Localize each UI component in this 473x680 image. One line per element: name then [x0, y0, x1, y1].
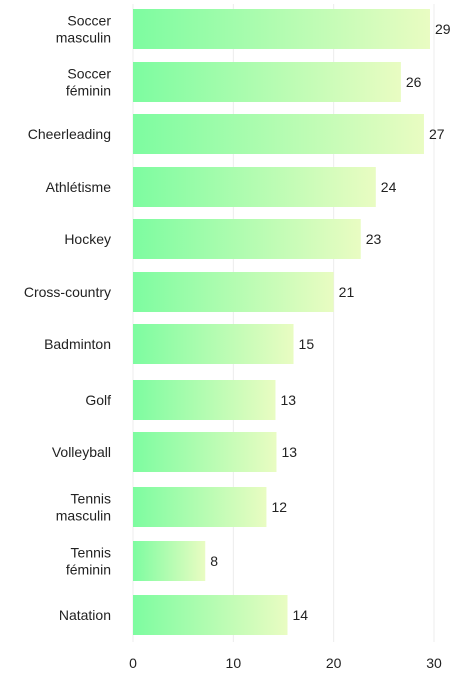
bar-value-label: 27 [429, 126, 445, 142]
bar [133, 272, 334, 312]
bar-value-label: 23 [366, 231, 382, 247]
bar [133, 541, 206, 581]
bar-value-label: 8 [210, 553, 218, 569]
category-label: Soccer féminin [66, 66, 111, 99]
x-tick-label: 20 [326, 655, 342, 671]
bar-value-label: 26 [406, 74, 422, 90]
category-label: Cheerleading [28, 126, 111, 142]
category-label: Cross-country [24, 284, 111, 300]
x-tick-label: 0 [129, 655, 137, 671]
x-tick-label: 10 [226, 655, 242, 671]
bar [133, 380, 276, 420]
x-tick-label: 30 [426, 655, 442, 671]
bar [133, 324, 294, 364]
bar-value-label: 12 [271, 499, 287, 515]
bar [133, 219, 361, 259]
bar [133, 487, 267, 527]
bar [133, 595, 288, 635]
bar-value-label: 29 [435, 21, 451, 37]
category-label: Hockey [64, 231, 111, 247]
bar [133, 114, 424, 154]
grid [132, 4, 435, 642]
bar-value-label: 15 [299, 336, 315, 352]
category-label: Natation [59, 607, 111, 623]
category-label: Tennis masculin [56, 491, 111, 524]
bars [133, 9, 430, 635]
category-label: Soccer masculin [56, 13, 112, 46]
category-label: Golf [85, 392, 111, 408]
bar-value-label: 24 [381, 179, 397, 195]
bar [133, 9, 430, 49]
bar-value-label: 14 [293, 607, 309, 623]
labels: 0 10 20 30 29 Soccer masculin 26 Soccer féminin 27… [24, 13, 451, 672]
bar-value-label: 21 [339, 284, 355, 300]
category-label: Badminton [44, 336, 111, 352]
bar [133, 167, 376, 207]
bar [133, 432, 277, 472]
category-label: Athlétisme [46, 179, 112, 195]
category-label: Volleyball [52, 444, 111, 460]
category-label: Tennis féminin [66, 545, 111, 578]
bar [133, 62, 401, 102]
bar-value-label: 13 [281, 444, 297, 460]
bar-value-label: 13 [280, 392, 296, 408]
